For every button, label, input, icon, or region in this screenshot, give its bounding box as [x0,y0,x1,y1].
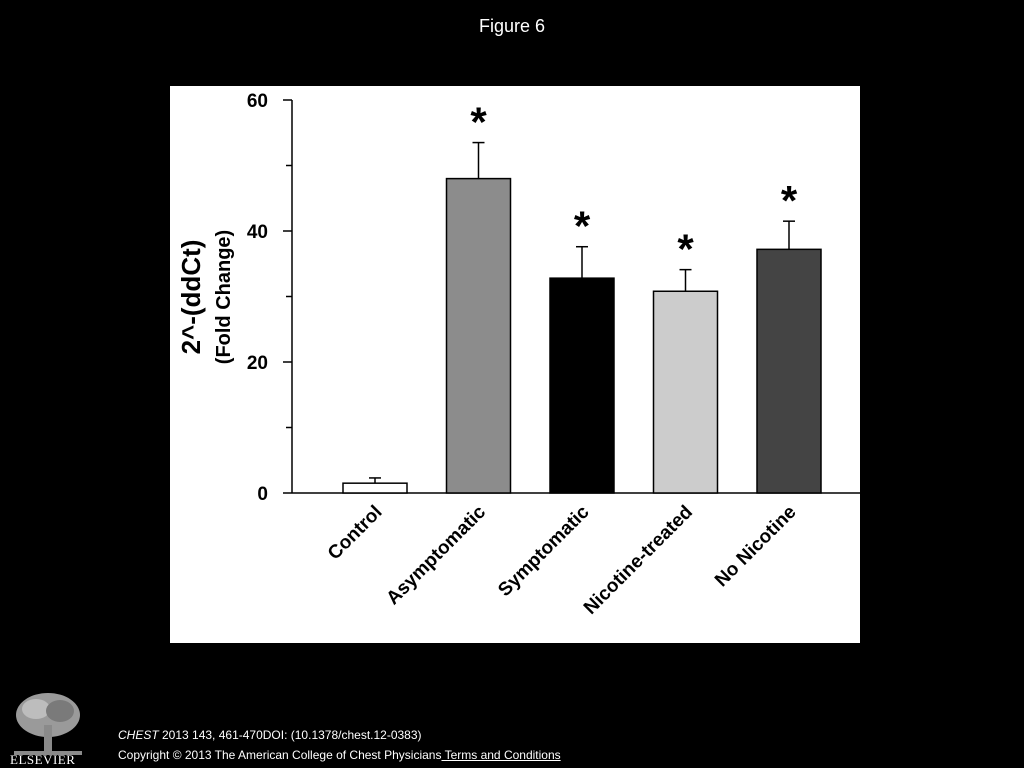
citation-journal: CHEST [118,728,159,742]
significance-marker: * [470,99,487,146]
elsevier-wordmark: ELSEVIER [10,752,76,767]
significance-marker: * [677,226,694,273]
bar-chart: 0 20 40 60 2^-(ddCt) (Fold Change) Control * Asy… [176,91,860,619]
significance-marker: * [781,177,798,224]
y-tick-label: 60 [247,91,268,112]
citation-details: 2013 143, 461-470DOI: (10.1378/chest.12-… [158,728,422,742]
terms-and-conditions-link[interactable]: Terms and Conditions [441,748,561,762]
bar [445,177,512,494]
y-axis-label: 2^-(ddCt) [176,240,206,355]
y-tick-label: 0 [257,484,268,505]
y-tick-label: 40 [247,222,268,243]
copyright-text: Copyright © 2013 The American College of… [118,748,442,762]
bar [342,482,408,494]
elsevier-tree-logo [8,689,88,759]
bar [549,277,615,494]
x-tick-label: Control [324,502,387,565]
x-tick-label: Nicotine-treated [580,502,697,619]
y-tick-label: 20 [247,353,268,374]
x-tick-label: Symptomatic [494,501,594,601]
copyright: Copyright © 2013 The American College of… [118,748,561,762]
bar [652,290,719,494]
slide-title: Figure 6 [478,16,546,36]
y-axis-sublabel: (Fold Change) [213,230,235,364]
bar [756,248,822,494]
significance-marker: * [574,203,591,250]
citation: CHEST 2013 143, 461-470DOI: (10.1378/che… [118,728,422,742]
x-tick-label: No Nicotine [711,502,800,591]
x-tick-label: Asymptomatic [383,501,491,609]
figure-panel: 0 20 40 60 2^-(ddCt) (Fold Change) Control * Asy… [170,86,860,643]
